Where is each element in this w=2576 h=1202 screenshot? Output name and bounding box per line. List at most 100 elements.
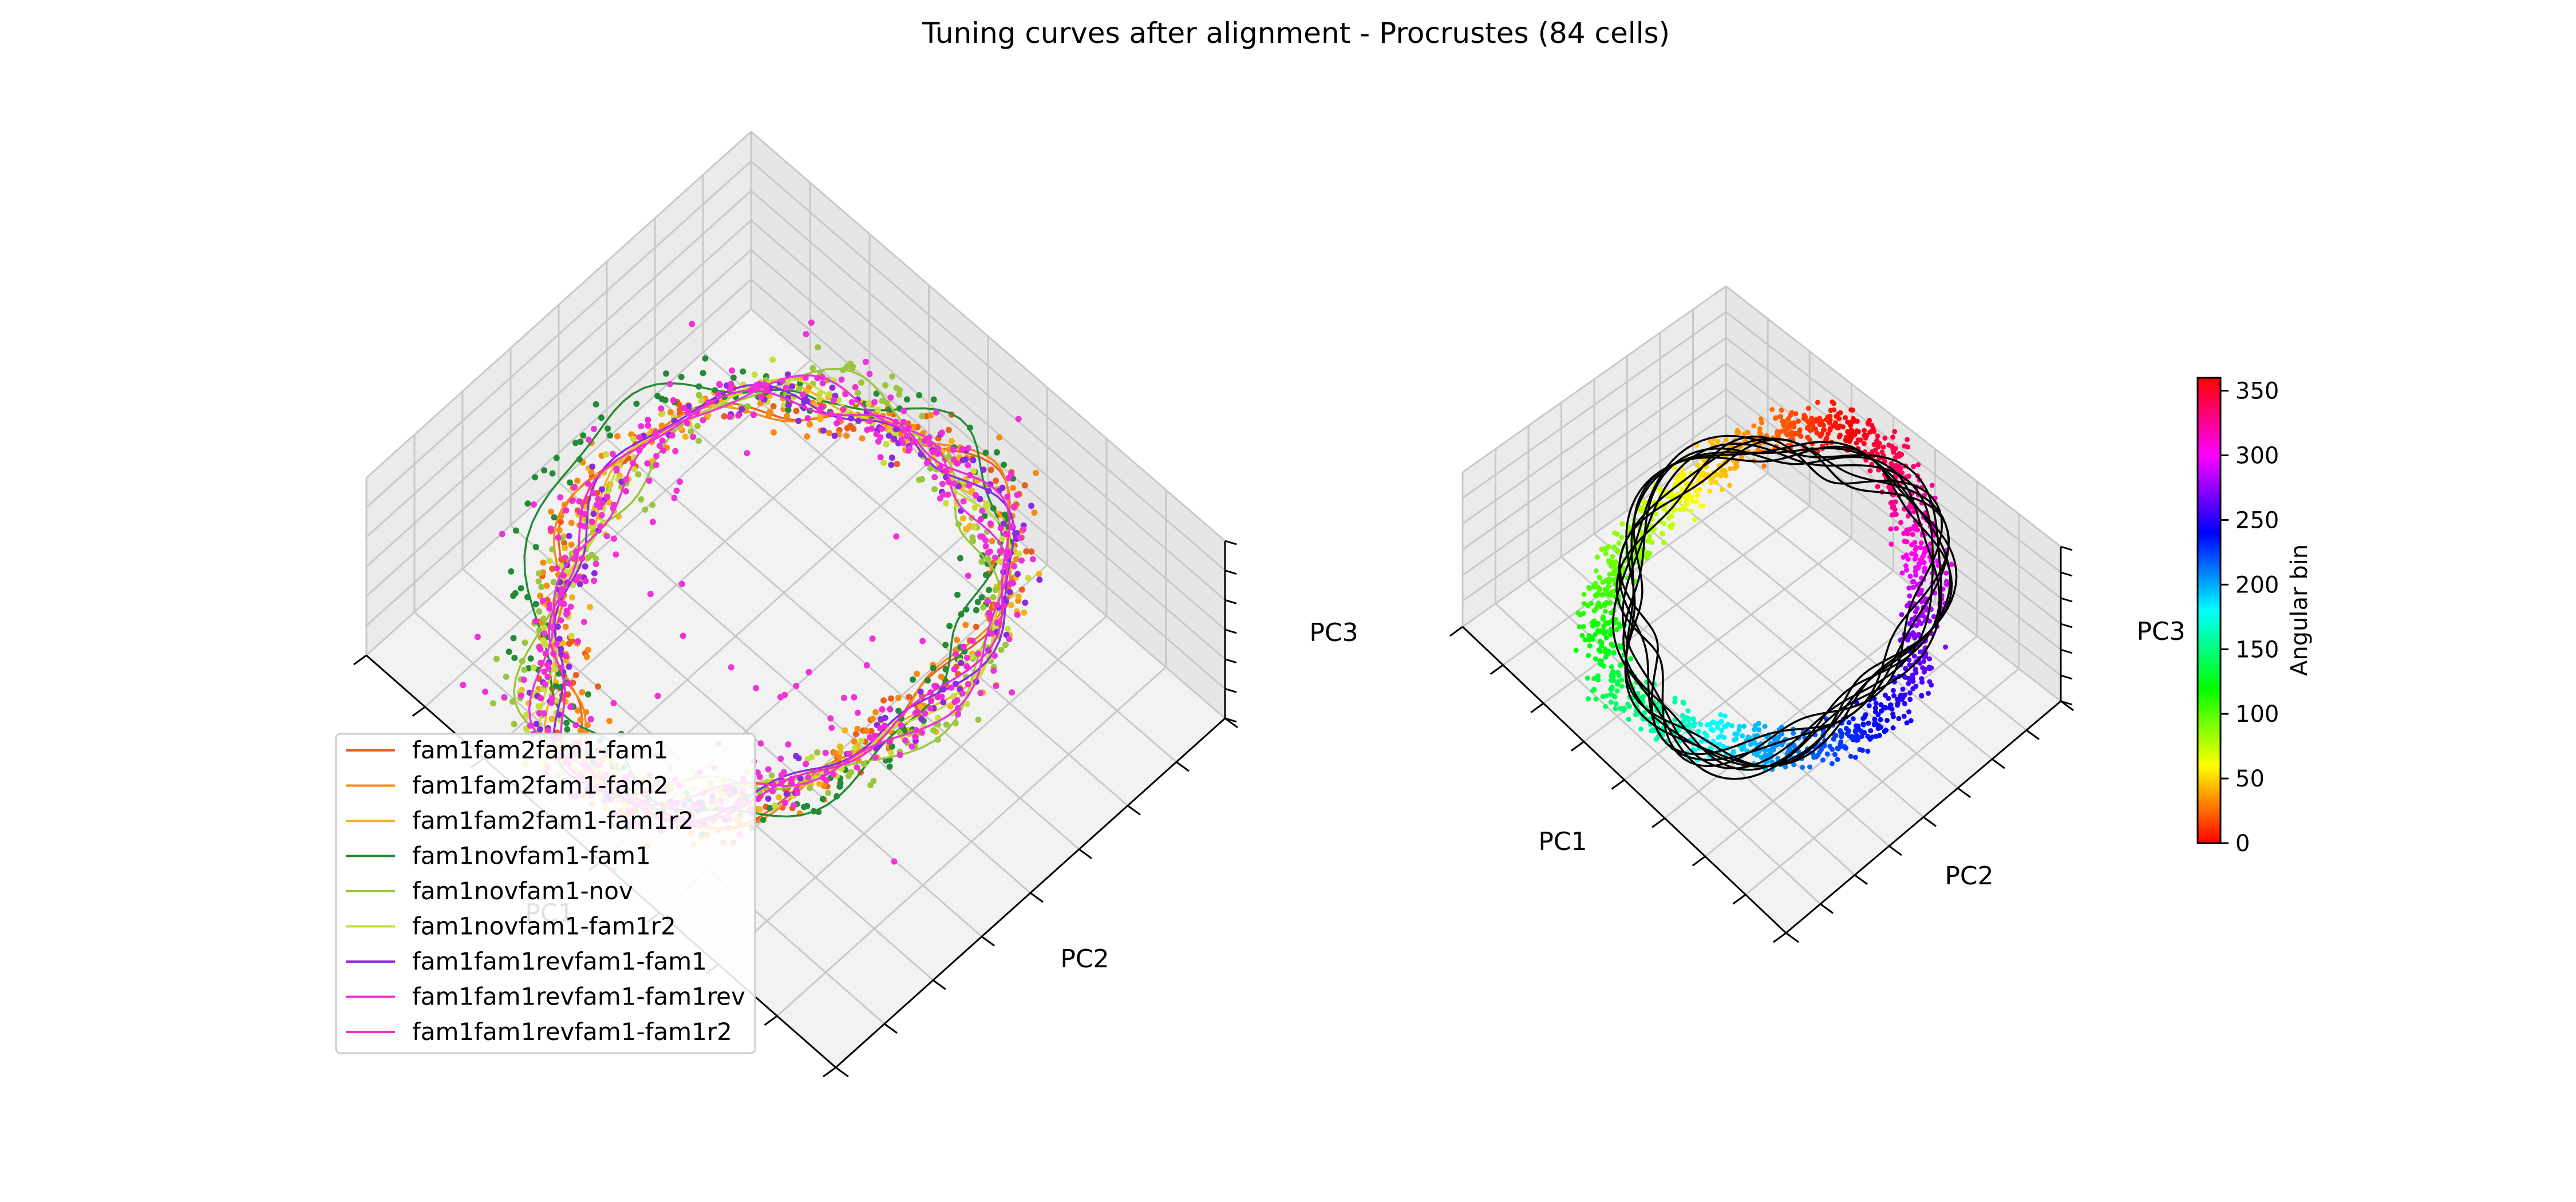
scatter-point	[1599, 592, 1605, 598]
scatter-point	[1912, 635, 1918, 640]
scatter-point	[943, 721, 950, 728]
scatter-point	[563, 719, 570, 726]
scatter-point	[1902, 443, 1907, 449]
scatter-point	[963, 654, 970, 661]
colorbar-tick-label: 300	[2235, 443, 2279, 469]
scatter-point	[930, 449, 937, 455]
scatter-point	[1918, 545, 1923, 551]
scatter-point	[670, 397, 677, 404]
scatter-point	[669, 432, 675, 439]
legend-label: fam1novfam1-nov	[412, 877, 633, 905]
scatter-point	[1000, 520, 1007, 527]
scatter-point	[490, 700, 497, 707]
scatter-point	[1613, 570, 1619, 575]
scatter-point	[1757, 426, 1763, 432]
scatter-point	[549, 566, 556, 572]
scatter-point	[757, 740, 764, 747]
scatter-point	[681, 405, 688, 412]
scatter-point	[1829, 761, 1835, 766]
scatter-point	[1018, 557, 1025, 564]
scatter-point	[974, 599, 981, 606]
scatter-point	[1905, 556, 1911, 562]
scatter-point	[988, 630, 995, 637]
scatter-point	[990, 667, 997, 674]
scatter-point	[1008, 602, 1014, 608]
scatter-point	[1779, 408, 1784, 413]
panel2-pc1-tick	[1570, 741, 1585, 752]
scatter-point	[895, 694, 902, 701]
scatter-point	[1002, 531, 1009, 537]
scatter-point	[1613, 559, 1619, 564]
scatter-point	[1661, 507, 1667, 512]
scatter-point	[895, 707, 902, 714]
panel2-pc2-axis-label: PC2	[1945, 861, 1993, 891]
scatter-point	[561, 540, 568, 547]
scatter-point	[511, 721, 517, 727]
scatter-point	[1003, 563, 1010, 570]
scatter-point	[1581, 591, 1587, 597]
scatter-point	[1013, 556, 1020, 563]
scatter-point	[535, 578, 542, 585]
scatter-point	[1894, 525, 1899, 531]
scatter-point	[1716, 734, 1721, 740]
scatter-point	[809, 365, 816, 371]
scatter-point	[1838, 728, 1843, 733]
scatter-point	[948, 438, 955, 445]
scatter-point	[1836, 434, 1842, 440]
scatter-point	[954, 591, 961, 598]
scatter-point	[962, 622, 969, 628]
panel2-floor-grid-line	[1626, 509, 1958, 789]
scatter-point	[1653, 511, 1659, 517]
scatter-point	[804, 756, 811, 762]
scatter-point	[919, 729, 926, 736]
scatter-point	[1850, 734, 1855, 740]
panel1-floor-grid-line	[776, 666, 1167, 1017]
scatter-point	[575, 638, 581, 645]
scatter-point	[1943, 645, 1948, 650]
scatter-point	[1593, 696, 1599, 702]
scatter-point	[1603, 600, 1609, 606]
scatter-point	[891, 858, 898, 865]
scatter-point	[560, 572, 567, 579]
scatter-point	[1605, 651, 1611, 657]
scatter-point	[535, 703, 542, 710]
scatter-point	[778, 772, 785, 778]
scatter-point	[740, 368, 746, 375]
scatter-point	[888, 461, 895, 468]
scatter-point	[808, 319, 815, 326]
scatter-point	[854, 764, 860, 771]
scatter-point	[1767, 748, 1772, 753]
scatter-point	[1692, 517, 1697, 523]
scatter-point	[572, 440, 579, 446]
panel1-pc2-tick	[1078, 848, 1092, 859]
scatter-point	[959, 446, 966, 453]
scatter-point	[971, 504, 978, 511]
scatter-point	[1596, 600, 1602, 606]
scatter-point	[1895, 701, 1901, 706]
scatter-point	[836, 415, 843, 422]
scatter-point	[1603, 703, 1609, 709]
panel1-pc1-tick	[353, 654, 367, 666]
scatter-point	[1890, 687, 1896, 693]
scatter-point	[1613, 706, 1618, 711]
scatter-point	[1590, 688, 1596, 694]
scatter-point	[893, 533, 900, 540]
scatter-point	[524, 500, 531, 507]
scatter-point	[673, 487, 680, 494]
scatter-point	[883, 441, 890, 448]
scatter-point	[1626, 717, 1631, 722]
scatter-point	[1642, 500, 1647, 505]
scatter-point	[688, 428, 694, 435]
scatter-point	[1619, 521, 1625, 527]
scatter-point	[770, 403, 777, 410]
scatter-point	[902, 737, 908, 744]
scatter-point	[887, 749, 894, 756]
scatter-point	[1912, 551, 1918, 557]
scatter-point	[1672, 695, 1678, 701]
scatter-point	[1803, 417, 1809, 422]
scatter-point	[613, 467, 620, 474]
scatter-point	[1616, 540, 1622, 546]
legend-label: fam1novfam1-fam1r2	[412, 912, 676, 940]
scatter-point	[830, 397, 837, 404]
scatter-point	[756, 806, 763, 813]
